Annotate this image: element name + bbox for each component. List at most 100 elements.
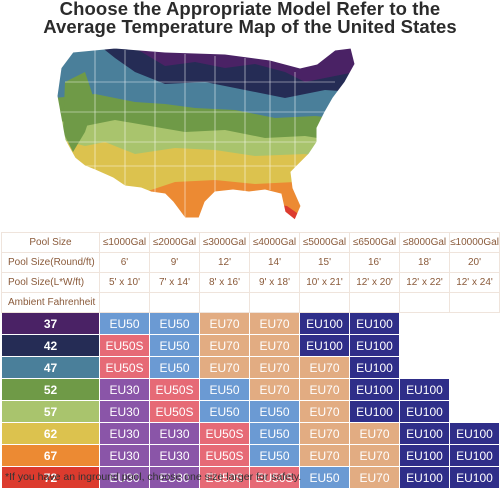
rect-size-cell: 5' x 10' [99, 272, 150, 293]
gallons-cell: ≤10000Gal [449, 232, 500, 253]
model-selection-table: Pool Size ≤1000Gal ≤2000Gal ≤3000Gal ≤40… [1, 232, 500, 489]
empty-cell [399, 356, 450, 379]
round-size-cell: 6' [99, 252, 150, 273]
model-cell: EU50S [149, 400, 200, 423]
model-cell: EU50 [249, 422, 300, 445]
model-cell: EU50 [149, 312, 200, 335]
model-cell: EU30 [149, 422, 200, 445]
temperature-cell: 42 [1, 334, 100, 357]
temp-row-47: 47 EU50S EU50 EU70 EU70 EU70 EU100 [1, 356, 500, 379]
model-cell: EU100 [299, 312, 350, 335]
model-cell: EU70 [299, 422, 350, 445]
rect-size-cell: 12' x 24' [449, 272, 500, 293]
model-cell: EU100 [399, 422, 450, 445]
model-cell: EU50 [149, 356, 200, 379]
model-cell: EU30 [99, 378, 150, 401]
title-line-2: Average Temperature Map of the United St… [43, 16, 457, 37]
model-cell: EU70 [249, 356, 300, 379]
model-cell: EU50 [99, 312, 150, 335]
temp-row-42: 42 EU50S EU50 EU70 EU70 EU100 EU100 [1, 334, 500, 357]
model-cell: EU100 [399, 444, 450, 467]
rect-size-cell: 12' x 20' [349, 272, 400, 293]
temp-row-37: 37 EU50 EU50 EU70 EU70 EU100 EU100 [1, 312, 500, 335]
round-size-cell: 9' [149, 252, 200, 273]
model-cell: EU70 [299, 378, 350, 401]
model-cell: EU70 [249, 378, 300, 401]
round-size-cell: 18' [399, 252, 450, 273]
rect-size-cell: 10' x 21' [299, 272, 350, 293]
model-cell: EU70 [349, 422, 400, 445]
model-cell: EU70 [249, 334, 300, 357]
round-size-row: Pool Size(Round/ft) 6' 9' 12' 14' 15' 16… [1, 252, 500, 273]
gallons-cell: ≤6500Gal [349, 232, 400, 253]
temperature-zones [57, 48, 355, 220]
temperature-cell: 62 [1, 422, 100, 445]
model-cell: EU70 [349, 444, 400, 467]
gallons-cell: ≤2000Gal [149, 232, 200, 253]
model-cell: EU70 [199, 356, 250, 379]
model-cell: EU100 [299, 334, 350, 357]
ambient-label: Ambient Fahrenheit [1, 292, 100, 313]
empty-cell [449, 334, 500, 357]
model-cell: EU50 [249, 444, 300, 467]
model-cell: EU50 [149, 334, 200, 357]
model-cell: EU100 [449, 444, 500, 467]
model-cell: EU100 [399, 400, 450, 423]
model-cell: EU30 [149, 444, 200, 467]
temp-row-52: 52 EU30 EU50S EU50 EU70 EU70 EU100 EU100 [1, 378, 500, 401]
model-cell: EU100 [349, 312, 400, 335]
empty-cell [449, 400, 500, 423]
ambient-header-row: Ambient Fahrenheit [1, 292, 500, 313]
model-cell: EU50S [99, 356, 150, 379]
model-cell: EU50S [199, 444, 250, 467]
model-cell: EU70 [299, 356, 350, 379]
page-title: Choose the Appropriate Model Refer to th… [0, 0, 500, 36]
model-cell: EU30 [99, 444, 150, 467]
model-cell: EU100 [349, 334, 400, 357]
temperature-cell: 47 [1, 356, 100, 379]
round-size-cell: 16' [349, 252, 400, 273]
round-size-cell: 14' [249, 252, 300, 273]
empty-cell [449, 312, 500, 335]
rect-size-label: Pool Size(L*W/ft) [1, 272, 100, 293]
gallons-cell: ≤3000Gal [199, 232, 250, 253]
temperature-cell: 57 [1, 400, 100, 423]
model-cell: EU100 [449, 422, 500, 445]
temp-row-72: 72 EU30 EU30 EU50S EU50S EU50 EU70 EU100 EU100 [1, 466, 500, 489]
round-size-label: Pool Size(Round/ft) [1, 252, 100, 273]
model-cell: EU50 [249, 400, 300, 423]
model-cell: EU70 [199, 334, 250, 357]
model-cell: EU50S [249, 466, 300, 489]
us-temperature-map [56, 47, 355, 221]
rect-size-cell: 7' x 14' [149, 272, 200, 293]
model-cell: EU50 [199, 378, 250, 401]
model-cell: EU30 [99, 466, 150, 489]
model-cell: EU70 [249, 312, 300, 335]
model-cell: EU30 [99, 400, 150, 423]
rect-size-cell: 8' x 16' [199, 272, 250, 293]
state-borders [61, 50, 335, 218]
model-cell: EU70 [349, 466, 400, 489]
model-cell: EU70 [299, 444, 350, 467]
empty-cell [449, 356, 500, 379]
rect-size-row: Pool Size(L*W/ft) 5' x 10' 7' x 14' 8' x… [1, 272, 500, 293]
model-cell: EU100 [399, 378, 450, 401]
gallons-cell: ≤4000Gal [249, 232, 300, 253]
model-cell: EU30 [99, 422, 150, 445]
gallons-cell: ≤8000Gal [399, 232, 450, 253]
temp-row-67: 67 EU30 EU30 EU50S EU50 EU70 EU70 EU100 EU100 [1, 444, 500, 467]
temperature-cell: 72 [1, 466, 100, 489]
round-size-cell: 12' [199, 252, 250, 273]
gallons-cell: ≤1000Gal [99, 232, 150, 253]
model-cell: EU70 [199, 312, 250, 335]
footnote: *If you have an inground pool, choose on… [5, 471, 302, 483]
model-cell: EU50S [149, 378, 200, 401]
pool-size-label: Pool Size [1, 232, 100, 253]
temperature-cell: 67 [1, 444, 100, 467]
round-size-cell: 20' [449, 252, 500, 273]
model-cell: EU50 [299, 466, 350, 489]
model-cell: EU30 [149, 466, 200, 489]
round-size-cell: 15' [299, 252, 350, 273]
model-cell: EU100 [449, 466, 500, 489]
model-cell: EU70 [299, 400, 350, 423]
